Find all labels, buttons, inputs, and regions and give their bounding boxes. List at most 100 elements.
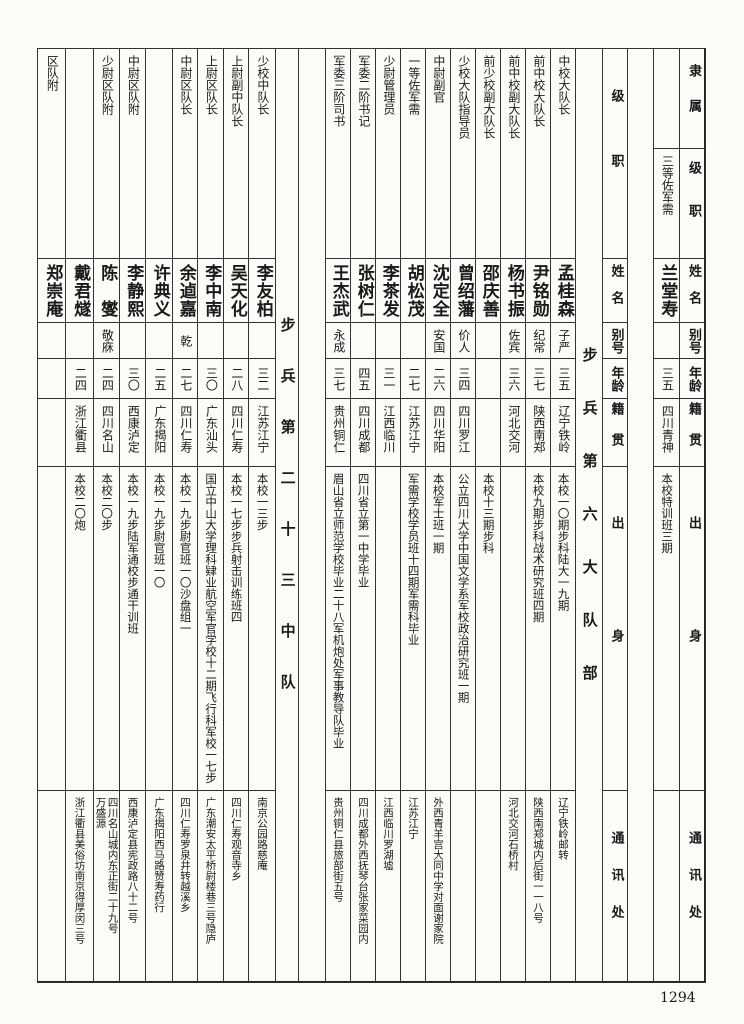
company23-member-3-background-text: 本校一九步尉官班一〇沙盘组一 [178, 473, 193, 634]
battalion6-member-8-name-text: 张树仁 [353, 263, 374, 318]
battalion6-member-1-native-place-text: 陕西南郑 [531, 405, 546, 453]
company23-member-0-native-place: 江苏江宁 [248, 398, 276, 467]
company23-member-5-address: 西康泸定县宪政路八十二号 [119, 790, 146, 983]
battalion6-member-8-address: 四川成都外西抚琴台张家菜园内 [350, 790, 376, 983]
battalion6-member-1-alias-text: 纪常 [531, 328, 546, 353]
battalion6-member-0-background: 本校一〇期步科陆大一九期 [550, 466, 576, 791]
company23-member-4-rank-post [145, 48, 173, 259]
battalion6-member-8-age: 四五 [350, 358, 376, 399]
blank-column [627, 48, 654, 983]
battalion6-member-3-native-place [475, 398, 501, 467]
battalion6-member-4-name: 曾绍藩 [450, 258, 476, 323]
battalion6-member-7-background [375, 466, 401, 791]
company23-member-0-age: 三二 [248, 358, 276, 399]
battalion6-member-6-background-text: 军需学校学员班十四期军需科毕业 [406, 473, 421, 646]
company23-member-0-alias [248, 322, 276, 359]
company23-member-2-age: 三〇 [197, 358, 224, 399]
company23-member-2-rank-post-text: 上尉区队长 [204, 55, 219, 115]
company23-member-2-address-text: 广东潮安太平桥尉楼巷三号隐庐 [204, 797, 217, 944]
header-name-text: 姓名 [685, 263, 701, 318]
attached-age: 三五 [653, 358, 680, 399]
company23-member-3-native-place: 四川仁寿 [172, 398, 198, 467]
battalion6-member-9-background-text: 眉山省立师范学校毕业二十八军机炮处军事教导队毕业 [331, 473, 346, 749]
battalion6-member-7-native-place-text: 江西临川 [381, 405, 396, 453]
battalion6-member-5-address-text: 外西青羊宫大同中学对面谢家院 [432, 797, 445, 944]
battalion6-member-1-rank-post-text: 前中校大队长 [531, 55, 546, 127]
battalion6-member-3-rank-post: 前少校副大队长 [475, 48, 501, 259]
header-native-place: 籍贯 [679, 398, 706, 467]
blank-separator-column [298, 48, 326, 983]
attached-name-text: 兰堂寿 [657, 263, 678, 318]
company23-member-4-alias [145, 322, 173, 359]
company23-member-3-age-text: 二七 [178, 366, 193, 391]
company23-member-5-background-text: 本校一九步陆军通校步通干训班 [126, 473, 141, 634]
battalion6-member-7-age: 三一 [375, 358, 401, 399]
attached-address [653, 790, 680, 983]
company23-member-6-background: 本校二〇步 [93, 466, 120, 791]
battalion6-member-8-address-text: 四川成都外西抚琴台张家菜园内 [357, 797, 370, 944]
header2-native-place-text: 籍贯 [608, 401, 624, 464]
battalion6-member-4-rank-post-text: 少校大队指导员 [456, 55, 471, 139]
company23-member-2-native-place-text: 广东汕头 [204, 405, 219, 453]
attached-native-place: 四川青神 [653, 398, 680, 467]
header-age-text: 年龄 [685, 365, 701, 392]
header2-alias: 别号 [602, 322, 628, 359]
attached-name: 兰堂寿 [653, 258, 680, 323]
battalion6-member-8-alias [350, 322, 376, 359]
company23-member-0-name-text: 李友柏 [252, 263, 273, 318]
battalion6-member-5-rank-post-text: 中尉副官 [431, 55, 446, 103]
company23-member-0-rank-post: 少校中队长 [248, 48, 276, 259]
company23-member-3-background: 本校一九步尉官班一〇沙盘组一 [172, 466, 198, 791]
battalion6-member-0-name: 孟桂森 [550, 258, 576, 323]
battalion6-member-5-native-place: 四川华阳 [425, 398, 451, 467]
battalion6-member-0-alias-text: 子严 [556, 328, 571, 353]
company23-member-5-native-place: 西康泸定 [119, 398, 146, 467]
company23-member-2-rank-post: 上尉区队长 [197, 48, 224, 259]
battalion6-member-2-native-place-text: 河北交河 [506, 405, 521, 453]
battalion6-member-2-background [500, 466, 526, 791]
company23-member-5-address-text: 西康泸定县宪政路八十二号 [126, 797, 139, 923]
company23-member-1-age: 二八 [223, 358, 249, 399]
battalion6-member-8-rank-post-text: 军委二阶书记 [356, 55, 371, 127]
section-title-23rd-company-text: 步兵第二十三中队 [278, 317, 297, 725]
header-alias: 别号 [679, 322, 706, 359]
company23-member-0-address-text: 南京公园路慈庵 [256, 797, 269, 871]
company23-member-1-native-place-text: 四川仁寿 [229, 405, 244, 453]
header-affiliation: 隶属 [679, 48, 706, 149]
battalion6-member-3-address [475, 790, 501, 983]
battalion6-member-8-rank-post: 军委二阶书记 [350, 48, 376, 259]
battalion6-member-6-address: 江苏江宁 [400, 790, 426, 983]
battalion6-member-0-address: 辽宁铁岭邮转 [550, 790, 576, 983]
company23-member-2-name-text: 李中南 [201, 263, 222, 318]
company23-member-7-name-text: 戴君燧 [70, 263, 91, 318]
battalion6-member-1-name-text: 尹铭勋 [528, 263, 549, 318]
battalion6-member-0-name-text: 孟桂森 [553, 263, 574, 318]
battalion6-member-2-address: 河北交河石桥村 [500, 790, 526, 983]
battalion6-member-9-native-place-text: 贵州铜仁 [331, 405, 346, 453]
battalion6-member-9-address: 贵州铜仁县旅部街五号 [325, 790, 351, 983]
battalion6-member-1-native-place: 陕西南郑 [525, 398, 551, 467]
battalion6-member-0-alias: 子严 [550, 322, 576, 359]
battalion6-member-6-rank-post-text: 一等佐军需 [406, 55, 421, 115]
section-title-6th-battalion: 步兵第六大队部 [575, 48, 603, 983]
battalion6-member-2-address-text: 河北交河石桥村 [507, 797, 520, 871]
company23-member-2-name: 李中南 [197, 258, 224, 323]
battalion6-member-8-native-place-text: 四川成都 [356, 405, 371, 453]
battalion6-member-2-alias-text: 佐宾 [506, 328, 521, 353]
header-rank-post-text: 级职 [685, 160, 701, 247]
company23-member-3-address-text: 四川仁寿罗泉井转越溪乡 [179, 797, 192, 913]
battalion6-member-9-age: 三七 [325, 358, 351, 399]
company23-member-8-background [37, 466, 66, 791]
company23-member-5-native-place-text: 西康泸定 [126, 405, 141, 453]
battalion6-member-4-background: 公立四川大学中国文学系军校政治研究班一期 [450, 466, 476, 791]
company23-member-8-address [37, 790, 66, 983]
attached-alias [653, 322, 680, 359]
battalion6-member-1-age: 三七 [525, 358, 551, 399]
battalion6-member-9-age-text: 三七 [331, 366, 346, 391]
battalion6-member-1-age-text: 三七 [531, 366, 546, 391]
battalion6-member-0-native-place-text: 辽宁铁岭 [556, 405, 571, 453]
company23-member-3-age: 二七 [172, 358, 198, 399]
company23-member-2-background-text: 国立中山大学理科肄业航空军官学校十二期飞行科军校一七步 [204, 473, 219, 784]
battalion6-member-7-rank-post-text: 少尉管理员 [381, 55, 396, 115]
